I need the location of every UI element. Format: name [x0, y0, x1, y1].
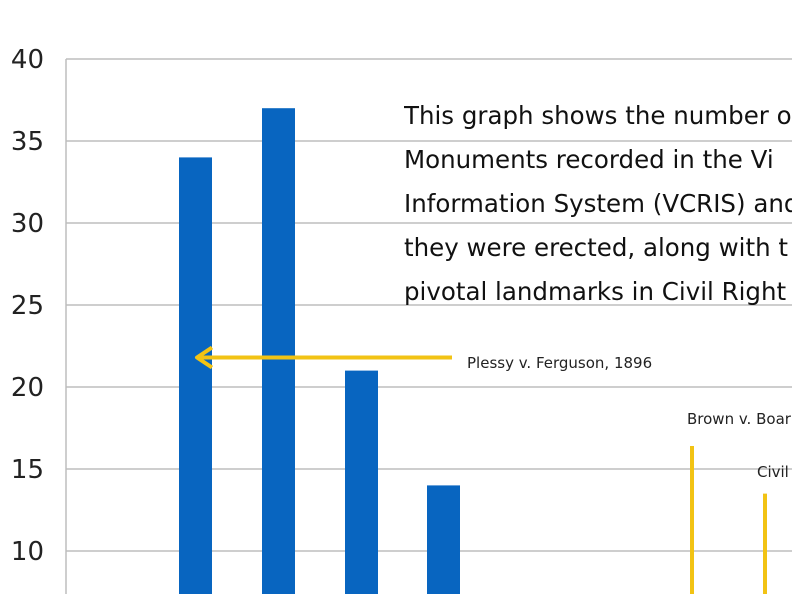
bar — [345, 370, 378, 594]
chart-caption: This graph shows the number o Monuments … — [404, 94, 792, 314]
y-tick-label: 20 — [11, 373, 44, 403]
annotation-brown: Brown v. Boar — [687, 410, 791, 428]
y-tick-label: 40 — [11, 45, 44, 75]
bars — [179, 108, 460, 594]
bar — [427, 485, 460, 594]
caption-line: This graph shows the number o — [404, 101, 792, 130]
y-axis: 10 15 20 25 30 35 40 — [11, 45, 44, 567]
y-tick-label: 25 — [11, 291, 44, 321]
y-tick-label: 30 — [11, 209, 44, 239]
caption-line: they were erected, along with t — [404, 233, 789, 262]
annotation-plessy: Plessy v. Ferguson, 1896 — [467, 354, 653, 372]
annotation-marks — [195, 345, 767, 594]
plessy-arrow-head — [195, 345, 214, 370]
caption-line: Information System (VCRIS) and — [404, 189, 792, 218]
bar — [179, 157, 212, 594]
caption-line: pivotal landmarks in Civil Right — [404, 277, 787, 306]
y-tick-label: 10 — [11, 537, 44, 567]
annotation-civil: Civil — [757, 463, 789, 481]
y-tick-label: 15 — [11, 455, 44, 485]
bar — [262, 108, 295, 594]
caption-line: Monuments recorded in the Vi — [404, 145, 774, 174]
y-tick-label: 35 — [11, 127, 44, 157]
